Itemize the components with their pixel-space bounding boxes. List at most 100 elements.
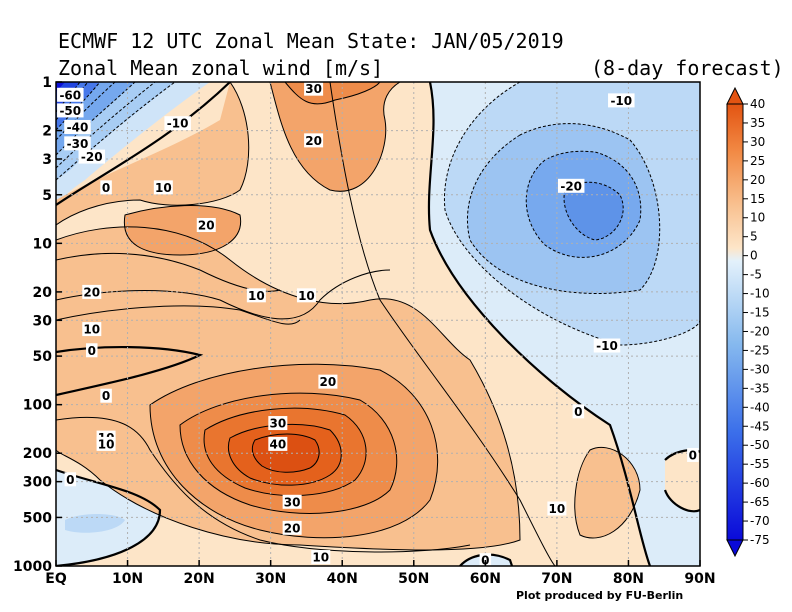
contour-label: 20 [198,219,215,233]
contour-label-bg [304,81,324,96]
colorbar-label: 30 [750,135,765,149]
contour-label: 0 [102,181,110,195]
y-tick-label: 3 [42,152,52,168]
contour-label-bg [57,103,84,118]
colorbar: 40 35 30 25 20 15 10 5 0 -5 -10 -15 -20 -25 -30 -35 -40 -… [726,86,770,558]
y-tick-label: 500 [23,510,52,526]
contour-label: 10 [312,551,329,565]
colorbar-label: -70 [750,514,770,528]
x-tick-label: 30N [255,571,286,587]
colorbar-label: -30 [750,362,770,376]
x-tick-label: 70N [541,571,572,587]
contour-label: 20 [305,134,322,148]
colorbar-label: -40 [750,400,770,414]
y-tick-label: 10 [33,236,53,252]
colorbar-label: -75 [750,533,770,547]
colorbar-label: -65 [750,495,770,509]
contour-label: 10 [83,323,100,337]
colorbar-label: -5 [750,268,762,282]
forecast-label: (8-day forecast) [591,56,784,80]
contour-label-bg [687,447,699,462]
y-tick-label: 200 [23,446,52,462]
contour-label-bg [78,149,106,164]
contour-label: 10 [155,181,172,195]
y-tick-label: 50 [33,349,53,365]
colorbar-label: 40 [750,97,765,111]
contour-label-bg [64,472,77,487]
colorbar-label: 20 [750,173,765,187]
contour-label-bg [153,180,173,195]
contour-label: -40 [67,120,89,134]
chart-subtitle: Zonal Mean zonal wind [m/s] [58,56,383,80]
colorbar-label: 0 [750,249,758,263]
contour-lines [56,82,700,566]
contour-fill [56,82,700,566]
contour-label: 0 [66,473,74,487]
contour-label: -20 [81,150,103,164]
contour-label-bg [82,322,102,337]
contour-label-bg [572,404,585,419]
x-axis: EQ 10N 20N 30N 40N 50N 60N 70N 80N 90N [45,560,716,587]
contour-label: 0 [574,405,582,419]
contour-label: 20 [83,285,100,299]
y-tick-label: 20 [33,285,53,301]
contour-label-bg [196,218,216,233]
contour-labels: -60-50-40-30-20-103020010202010101000101… [57,81,699,568]
contour-label: 30 [305,82,322,96]
y-tick-label: 30 [33,313,53,329]
plot-frame [55,81,701,567]
x-tick-label: EQ [45,571,67,587]
y-tick-label: 1 [42,75,52,91]
contour-label-bg [64,119,91,134]
x-tick-label: 40N [327,571,358,587]
colorbar-bar [726,103,744,541]
contour-label: 30 [284,495,301,509]
contour-label: 0 [88,344,96,358]
colorbar-label: -10 [750,287,770,301]
chart-title: ECMWF 12 UTC Zonal Mean State: JAN/05/20… [58,29,564,53]
y-tick-label: 1000 [13,559,52,575]
contour-label-bg [268,436,288,451]
contour-label: 10 [98,437,115,451]
colorbar-label: -20 [750,324,770,338]
contour-label-bg [304,133,324,148]
colorbar-label: -45 [750,419,770,433]
contour-label: -10 [167,117,189,131]
contour-label: -20 [560,179,582,193]
contour-label: 20 [320,375,337,389]
contour-label-bg [57,87,84,102]
x-tick-label: 90N [684,571,715,587]
contour-label: -60 [59,88,81,102]
contour-label-bg [318,374,338,389]
y-tick-label: 300 [23,475,52,491]
contour-label-bg [557,178,585,193]
contour-label-bg [268,416,288,431]
contour-label-bg [164,116,191,131]
contour-label: -30 [67,137,89,151]
contour-label-bg [282,494,302,509]
colorbar-label: 5 [750,230,758,244]
colorbar-label: 15 [750,192,765,206]
contour-label-bg [86,343,98,358]
grid [56,82,700,566]
colorbar-label: 10 [750,211,765,225]
contour-label: -10 [610,94,632,108]
contour-label: 20 [284,521,301,535]
contour-label: 30 [269,417,286,431]
y-axis: 1 2 3 5 10 20 30 50 100 200 300 500 1000 [13,75,62,575]
contour-label: -50 [59,104,81,118]
x-tick-label: 60N [470,571,501,587]
contour-label-bg [296,288,316,303]
contour-label-bg [593,338,621,353]
contour-label-bg [82,284,102,299]
colorbar-label: -25 [750,343,770,357]
contour-label-bg [96,436,116,451]
contour-label: 0 [689,448,697,462]
colorbar-top-arrow [726,86,744,105]
colorbar-label: -35 [750,381,770,395]
x-tick-label: 80N [613,571,644,587]
contour-label: 10 [248,289,265,303]
contour-label: 10 [549,502,566,516]
credit-label: Plot produced by FU-Berlin [516,589,683,602]
